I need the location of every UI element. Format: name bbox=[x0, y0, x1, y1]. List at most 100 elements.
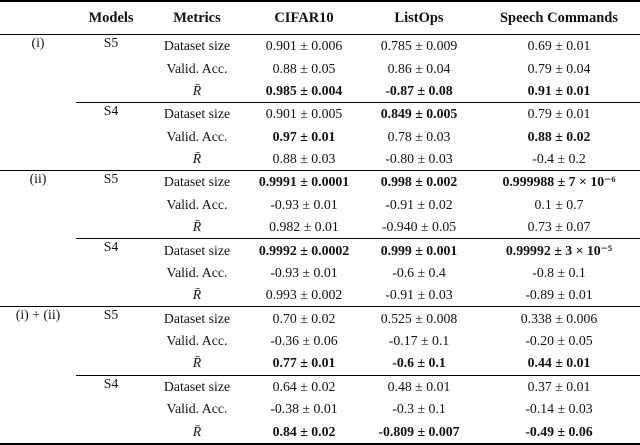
metric-label: R̄ bbox=[192, 287, 202, 303]
value-cell: 0.48 ± 0.01 bbox=[360, 374, 478, 398]
table-row: (i) + (ii) S5 Dataset size 0.70 ± 0.02 0… bbox=[0, 306, 640, 444]
value-cell: -0.6 ± 0.4 bbox=[392, 264, 446, 280]
table-row: R̄ 0.77 ± 0.01 -0.6 ± 0.1 0.44 ± 0.01 bbox=[0, 352, 640, 375]
table-row: Valid. Acc. -0.36 ± 0.06 -0.17 ± 0.1 -0.… bbox=[0, 330, 640, 352]
value-cell: 0.999 ± 0.001 bbox=[360, 238, 478, 262]
value-cell: 0.78 ± 0.03 bbox=[387, 128, 451, 144]
value-cell: -0.3 ± 0.1 bbox=[392, 401, 446, 417]
metric-label: Valid. Acc. bbox=[166, 264, 228, 280]
value-cell: 0.99992 ± 3 × 10⁻⁵ bbox=[478, 238, 640, 262]
value-cell: -0.91 ± 0.02 bbox=[385, 196, 453, 212]
value-cell: 0.982 ± 0.01 bbox=[269, 219, 339, 235]
value-cell: 0.849 ± 0.005 bbox=[360, 102, 478, 126]
model-label: S4 bbox=[76, 102, 146, 171]
value-cell: 0.338 ± 0.006 bbox=[478, 306, 640, 330]
metric-label: R̄ bbox=[192, 82, 202, 98]
metric-label: R̄ bbox=[192, 151, 202, 166]
value-cell: 0.901 ± 0.006 bbox=[265, 38, 343, 54]
table-row: R̄ 0.84 ± 0.02 -0.809 ± 0.007 -0.49 ± 0.… bbox=[0, 420, 640, 444]
group-label: (i) bbox=[31, 35, 45, 50]
value-cell: 0.79 ± 0.04 bbox=[527, 60, 591, 76]
value-cell: -0.38 ± 0.01 bbox=[270, 401, 338, 417]
value-cell: 0.73 ± 0.07 bbox=[527, 219, 591, 235]
value-cell: 0.88 ± 0.05 bbox=[272, 60, 336, 76]
value-cell: 0.9991 ± 0.0001 bbox=[248, 170, 360, 194]
metric-label: Dataset size bbox=[146, 374, 248, 398]
value-cell: 0.998 ± 0.002 bbox=[360, 170, 478, 194]
value-cell: 0.91 ± 0.01 bbox=[527, 82, 591, 98]
table-row: S4 Dataset size 0.9992 ± 0.0002 0.999 ± … bbox=[0, 238, 640, 307]
table-row: R̄ 0.982 ± 0.01 -0.940 ± 0.05 0.73 ± 0.0… bbox=[0, 216, 640, 239]
table-row: Valid. Acc. -0.38 ± 0.01 -0.3 ± 0.1 -0.1… bbox=[0, 398, 640, 420]
metric-label: Dataset size bbox=[146, 306, 248, 330]
model-label: S5 bbox=[76, 170, 146, 239]
group-label: (i) + (ii) bbox=[0, 306, 76, 444]
table-row: (ii) S5 Dataset size 0.9991 ± 0.0001 0.9… bbox=[0, 170, 640, 307]
metric-label: Valid. Acc. bbox=[166, 60, 228, 76]
value-cell: -0.4 ± 0.2 bbox=[532, 151, 586, 166]
model-label: S5 bbox=[76, 306, 146, 376]
model-label: S4 bbox=[76, 238, 146, 307]
table-row: Valid. Acc. 0.88 ± 0.05 0.86 ± 0.04 0.79… bbox=[0, 57, 640, 79]
table-row: Valid. Acc. -0.93 ± 0.01 -0.91 ± 0.02 0.… bbox=[0, 194, 640, 216]
value-cell: -0.91 ± 0.03 bbox=[385, 287, 453, 303]
table-row: Valid. Acc. 0.97 ± 0.01 0.78 ± 0.03 0.88… bbox=[0, 126, 640, 148]
value-cell: 0.86 ± 0.04 bbox=[387, 60, 451, 76]
table-row: (i) S5 Dataset size 0.901 ± 0.006 0.785 … bbox=[0, 35, 640, 58]
value-cell: -0.80 ± 0.03 bbox=[385, 151, 453, 166]
value-cell: 0.525 ± 0.008 bbox=[360, 306, 478, 330]
header-metrics: Metrics bbox=[146, 1, 248, 35]
metric-label: R̄ bbox=[192, 219, 202, 235]
metric-label: Valid. Acc. bbox=[166, 128, 228, 144]
table-row: Valid. Acc. -0.93 ± 0.01 -0.6 ± 0.4 -0.8… bbox=[0, 262, 640, 284]
value-cell: -0.14 ± 0.03 bbox=[525, 401, 593, 417]
metric-label: Dataset size bbox=[163, 38, 231, 54]
value-cell: 0.79 ± 0.01 bbox=[478, 102, 640, 126]
value-cell: -0.940 ± 0.05 bbox=[381, 219, 457, 235]
header-group bbox=[0, 1, 76, 35]
value-cell: -0.17 ± 0.1 bbox=[388, 332, 450, 348]
header-listops: ListOps bbox=[360, 1, 478, 35]
table-body: (i) S5 Dataset size 0.901 ± 0.006 0.785 … bbox=[0, 35, 640, 444]
value-cell: 0.69 ± 0.01 bbox=[527, 38, 591, 54]
value-cell: 0.37 ± 0.01 bbox=[478, 374, 640, 398]
value-cell: -0.36 ± 0.06 bbox=[270, 332, 338, 348]
value-cell: 0.901 ± 0.005 bbox=[248, 102, 360, 126]
header-speech-commands: Speech Commands bbox=[478, 1, 640, 35]
value-cell: -0.93 ± 0.01 bbox=[270, 264, 338, 280]
metric-label: Valid. Acc. bbox=[166, 401, 228, 417]
value-cell: 0.77 ± 0.01 bbox=[272, 355, 336, 371]
model-label: S4 bbox=[76, 374, 146, 444]
value-cell: -0.93 ± 0.01 bbox=[270, 196, 338, 212]
header-row: Models Metrics CIFAR10 ListOps Speech Co… bbox=[0, 1, 640, 35]
value-cell: 0.9992 ± 0.0002 bbox=[248, 238, 360, 262]
table-row: R̄ 0.88 ± 0.03 -0.80 ± 0.03 -0.4 ± 0.2 bbox=[0, 148, 640, 171]
value-cell: -0.8 ± 0.1 bbox=[532, 264, 586, 280]
value-cell: -0.6 ± 0.1 bbox=[392, 355, 446, 371]
value-cell: -0.49 ± 0.06 bbox=[525, 423, 593, 439]
table-row: R̄ 0.985 ± 0.004 -0.87 ± 0.08 0.91 ± 0.0… bbox=[0, 80, 640, 103]
table-row: R̄ 0.993 ± 0.002 -0.91 ± 0.03 -0.89 ± 0.… bbox=[0, 284, 640, 307]
table-header: Models Metrics CIFAR10 ListOps Speech Co… bbox=[0, 1, 640, 35]
value-cell: 0.44 ± 0.01 bbox=[527, 355, 591, 371]
value-cell: 0.70 ± 0.02 bbox=[248, 306, 360, 330]
metric-label: Dataset size bbox=[146, 170, 248, 194]
metric-label: Valid. Acc. bbox=[166, 332, 228, 348]
table-row: S4 Dataset size 0.64 ± 0.02 0.48 ± 0.01 … bbox=[0, 374, 640, 444]
value-cell: 0.88 ± 0.03 bbox=[272, 151, 336, 166]
value-cell: 0.84 ± 0.02 bbox=[272, 423, 336, 439]
value-cell: -0.809 ± 0.007 bbox=[378, 423, 460, 439]
value-cell: 0.88 ± 0.02 bbox=[527, 128, 591, 144]
value-cell: 0.97 ± 0.01 bbox=[272, 128, 336, 144]
group-label: (ii) bbox=[0, 170, 76, 307]
value-cell: 0.993 ± 0.002 bbox=[265, 287, 343, 303]
value-cell: 0.64 ± 0.02 bbox=[248, 374, 360, 398]
metric-label: R̄ bbox=[192, 355, 202, 371]
value-cell: -0.87 ± 0.08 bbox=[385, 82, 453, 98]
value-cell: -0.89 ± 0.01 bbox=[525, 287, 593, 303]
value-cell: 0.1 ± 0.7 bbox=[534, 196, 584, 212]
metric-label: R̄ bbox=[192, 423, 202, 439]
model-label: S5 bbox=[103, 35, 119, 50]
